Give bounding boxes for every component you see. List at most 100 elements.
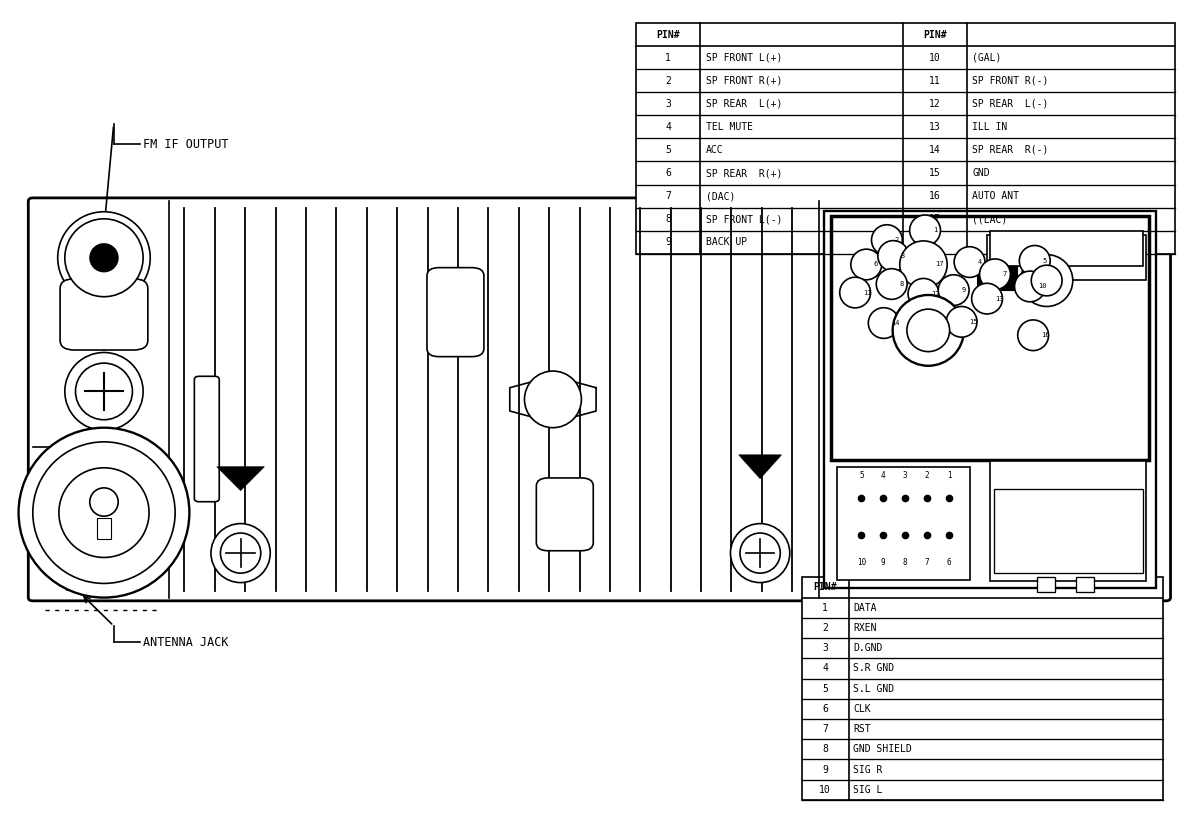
Text: 16: 16 — [929, 191, 941, 201]
Text: SP REAR  R(-): SP REAR R(-) — [972, 145, 1049, 155]
Ellipse shape — [979, 259, 1010, 290]
Ellipse shape — [876, 268, 907, 300]
Text: 7: 7 — [1003, 272, 1007, 277]
Text: 2: 2 — [822, 623, 828, 633]
Text: 9: 9 — [881, 558, 886, 567]
Ellipse shape — [59, 467, 149, 557]
Text: 7: 7 — [925, 558, 930, 567]
Text: 3: 3 — [901, 253, 905, 259]
Ellipse shape — [18, 428, 190, 597]
Text: DATA: DATA — [853, 602, 877, 612]
Text: 14: 14 — [892, 320, 900, 326]
Ellipse shape — [938, 275, 970, 305]
Text: 9: 9 — [961, 287, 966, 293]
Text: PIN#: PIN# — [814, 583, 836, 593]
Ellipse shape — [58, 212, 150, 304]
Text: 4: 4 — [881, 472, 886, 481]
Text: 4: 4 — [822, 663, 828, 673]
Text: 4: 4 — [665, 122, 671, 132]
Text: BACK UP: BACK UP — [707, 237, 748, 247]
Ellipse shape — [1018, 320, 1049, 351]
Text: 11: 11 — [929, 76, 941, 86]
FancyBboxPatch shape — [427, 267, 484, 356]
Ellipse shape — [65, 219, 143, 297]
Text: 2: 2 — [925, 472, 930, 481]
Ellipse shape — [740, 533, 780, 573]
Text: SP FRONT R(+): SP FRONT R(+) — [707, 76, 782, 86]
Text: 8: 8 — [665, 214, 671, 224]
Ellipse shape — [221, 533, 260, 573]
Bar — [1037, 578, 1055, 592]
Ellipse shape — [1020, 254, 1073, 306]
Ellipse shape — [90, 244, 118, 272]
Text: TEL MUTE: TEL MUTE — [707, 122, 754, 132]
Ellipse shape — [32, 442, 175, 584]
Ellipse shape — [878, 240, 908, 272]
Text: 3: 3 — [822, 643, 828, 653]
Ellipse shape — [871, 225, 902, 255]
FancyBboxPatch shape — [60, 279, 148, 350]
Text: 11: 11 — [863, 290, 871, 295]
Text: 2: 2 — [665, 76, 671, 86]
Text: 8: 8 — [822, 744, 828, 755]
Text: 14: 14 — [929, 145, 941, 155]
Ellipse shape — [908, 278, 938, 309]
Text: 15: 15 — [929, 168, 941, 178]
Ellipse shape — [893, 295, 964, 365]
Bar — [977, 266, 1016, 290]
Text: 17: 17 — [929, 214, 941, 224]
Text: 10: 10 — [929, 53, 941, 63]
Text: 6: 6 — [874, 262, 878, 267]
Bar — [832, 216, 1150, 460]
Text: 10: 10 — [857, 558, 866, 567]
Text: 8: 8 — [902, 558, 907, 567]
Text: 3: 3 — [665, 99, 671, 109]
Bar — [97, 518, 112, 538]
Text: 6: 6 — [822, 704, 828, 714]
Text: 2: 2 — [895, 237, 899, 243]
Bar — [1076, 578, 1094, 592]
Ellipse shape — [947, 306, 977, 337]
Ellipse shape — [90, 488, 119, 516]
Bar — [636, 23, 1175, 253]
Ellipse shape — [1031, 265, 1062, 295]
Text: 5: 5 — [859, 472, 864, 481]
Text: 5: 5 — [1043, 258, 1046, 264]
Text: 9: 9 — [665, 237, 671, 247]
Text: ((LAC): ((LAC) — [972, 214, 1008, 224]
Text: 10: 10 — [820, 785, 832, 795]
Text: 1: 1 — [932, 227, 937, 234]
Ellipse shape — [731, 523, 790, 583]
Text: ACC: ACC — [707, 145, 724, 155]
Text: CLK: CLK — [853, 704, 871, 714]
Bar — [990, 230, 1144, 266]
Text: 7: 7 — [665, 191, 671, 201]
Polygon shape — [739, 455, 781, 479]
Ellipse shape — [972, 283, 1002, 314]
Text: 13: 13 — [995, 295, 1003, 302]
Text: (DAC): (DAC) — [707, 191, 736, 201]
Text: PIN#: PIN# — [923, 30, 947, 40]
Text: GND: GND — [972, 168, 990, 178]
FancyBboxPatch shape — [29, 198, 1170, 601]
Text: 8: 8 — [899, 281, 904, 287]
Text: SP FRONT R(-): SP FRONT R(-) — [972, 76, 1049, 86]
Bar — [802, 578, 1164, 800]
Text: ILL IN: ILL IN — [972, 122, 1008, 132]
Text: 1: 1 — [947, 472, 952, 481]
Text: SP REAR  L(+): SP REAR L(+) — [707, 99, 782, 109]
Text: 1: 1 — [665, 53, 671, 63]
Text: 12: 12 — [931, 291, 940, 297]
Ellipse shape — [851, 249, 882, 280]
Bar — [824, 211, 1157, 588]
Bar — [986, 235, 1146, 280]
Text: 3: 3 — [902, 472, 907, 481]
Ellipse shape — [900, 241, 947, 288]
Text: 5: 5 — [822, 684, 828, 694]
Text: 4: 4 — [977, 259, 982, 265]
Polygon shape — [217, 467, 264, 491]
FancyBboxPatch shape — [194, 376, 220, 502]
Text: GND SHIELD: GND SHIELD — [853, 744, 912, 755]
Text: S.L GND: S.L GND — [853, 684, 894, 694]
Text: SIG L: SIG L — [853, 785, 883, 795]
